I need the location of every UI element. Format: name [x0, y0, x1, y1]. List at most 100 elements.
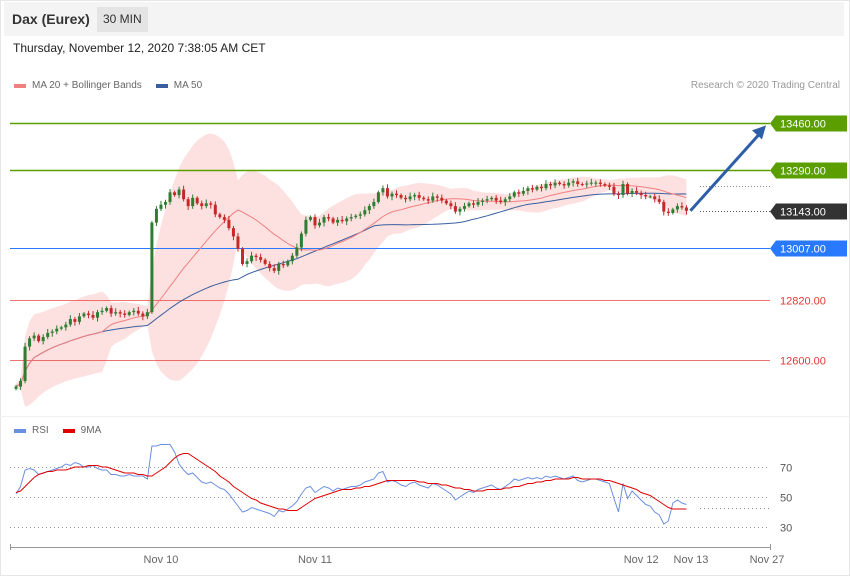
candle — [626, 182, 630, 196]
candle-body — [639, 192, 643, 196]
candle-body — [494, 197, 498, 201]
candle — [59, 325, 63, 331]
candle — [544, 180, 548, 191]
candle-body — [612, 186, 616, 194]
candle — [562, 181, 566, 189]
candle — [127, 310, 131, 317]
candle-body — [236, 236, 240, 249]
timeframe-button[interactable]: 30 MIN — [97, 7, 148, 32]
candle — [109, 305, 113, 317]
candle-body — [204, 203, 208, 207]
candle-body — [272, 268, 276, 271]
candle-body — [313, 217, 317, 226]
candle — [404, 195, 408, 203]
candle-body — [145, 312, 149, 317]
candle — [100, 307, 104, 315]
candle — [621, 180, 625, 198]
candle-body — [286, 261, 290, 266]
candle-body — [598, 182, 602, 185]
ma50-legend-label: MA 50 — [173, 80, 203, 91]
candle — [666, 208, 670, 216]
candle-body — [576, 181, 580, 185]
candle-body — [662, 201, 666, 212]
candle-body — [100, 310, 104, 313]
candle-body — [458, 208, 462, 212]
candle — [390, 191, 394, 201]
research-credit: Research © 2020 Trading Central — [690, 80, 840, 91]
candle — [163, 199, 167, 209]
candle — [114, 308, 118, 316]
candle — [86, 310, 90, 319]
candle-body — [390, 193, 394, 197]
candle-body — [336, 219, 340, 223]
candle-body — [535, 186, 539, 190]
candle-body — [481, 200, 485, 202]
ma20-legend-label: MA 20 + Bollinger Bands — [32, 80, 142, 91]
rsi-legend-swatch — [14, 428, 26, 433]
candle — [671, 207, 675, 215]
candle — [453, 202, 457, 214]
candle-body — [123, 313, 127, 315]
candle — [23, 342, 27, 384]
candle — [272, 264, 276, 274]
candle — [580, 182, 584, 187]
level-tag — [770, 162, 847, 179]
candle-body — [381, 188, 385, 193]
candle — [327, 213, 331, 222]
candle — [558, 181, 562, 186]
candle-body — [408, 196, 412, 200]
candle-body — [191, 197, 195, 207]
candle — [304, 216, 308, 237]
candle — [472, 200, 476, 209]
candle — [675, 203, 679, 213]
candle-body — [499, 200, 503, 202]
candle — [186, 196, 190, 210]
candle — [209, 201, 213, 209]
candle-body — [680, 206, 684, 208]
candle — [521, 187, 525, 196]
candle — [539, 184, 543, 192]
candle — [354, 214, 358, 219]
candle-body — [177, 189, 181, 196]
candle-body — [19, 381, 23, 387]
candle-body — [209, 203, 213, 205]
candle — [182, 185, 186, 202]
candle-body — [64, 324, 68, 328]
candle-body — [553, 182, 557, 186]
candle — [462, 202, 466, 212]
candle-body — [526, 188, 530, 191]
candle-body — [648, 196, 652, 198]
candle — [322, 214, 326, 227]
candle-body — [218, 214, 222, 218]
candle — [657, 195, 661, 205]
candle-body — [594, 182, 598, 184]
price-levels: 13460.00 13290.00 13143.00 13007.00 12820.00… — [10, 115, 847, 368]
candle-body — [186, 199, 190, 207]
candle — [290, 252, 294, 265]
candle — [132, 308, 136, 316]
ma20-line — [15, 184, 687, 388]
candle — [598, 179, 602, 187]
ma9-legend-label: 9MA — [80, 425, 102, 436]
ma9-line — [15, 453, 687, 511]
candle — [173, 190, 177, 197]
candle-body — [37, 335, 41, 342]
candle-body — [413, 195, 417, 197]
candle-body — [132, 310, 136, 313]
candle — [222, 214, 226, 224]
candle-body — [331, 218, 335, 223]
candle-body — [684, 207, 688, 211]
candle — [336, 217, 340, 226]
candle-body — [91, 314, 95, 318]
candle — [41, 334, 45, 345]
candle-body — [68, 319, 72, 325]
candle — [68, 315, 72, 327]
candle-body — [41, 336, 45, 342]
candle-body — [372, 201, 376, 207]
candle — [648, 194, 652, 199]
candle-body — [227, 219, 231, 229]
candle — [331, 216, 335, 225]
candle — [630, 188, 634, 197]
candle-body — [195, 197, 199, 204]
ma50-legend-swatch — [155, 83, 168, 88]
